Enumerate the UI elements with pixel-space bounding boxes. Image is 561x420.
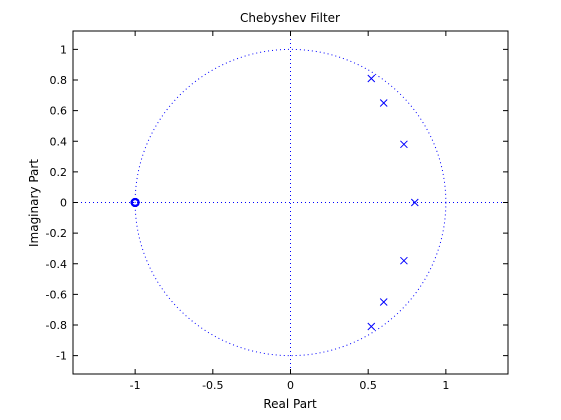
pole-marker	[379, 298, 388, 306]
chart-title: Chebyshev Filter	[240, 11, 340, 25]
zero-marker	[130, 198, 140, 207]
y-tick-label: -1	[56, 350, 67, 363]
y-tick-label: -0.8	[46, 319, 67, 332]
y-tick-label: -0.2	[46, 227, 67, 240]
pole-marker	[400, 256, 408, 265]
y-tick-label: -0.6	[46, 288, 67, 301]
y-tick-label: 0.2	[50, 166, 68, 179]
y-tick-label: 1	[60, 43, 67, 56]
y-tick-label: 0	[60, 197, 67, 210]
pole-marker	[410, 198, 419, 207]
pole-marker	[379, 99, 388, 107]
x-tick-label: -1	[130, 379, 141, 392]
y-tick-label: 0.8	[50, 74, 68, 87]
pole-marker	[400, 140, 408, 149]
y-tick-label: 0.4	[50, 135, 68, 148]
y-axis-label: Imaginary Part	[27, 159, 41, 247]
x-tick-label: -0.5	[202, 379, 223, 392]
x-tick-label: 0	[287, 379, 294, 392]
y-tick-label: 0.6	[50, 105, 68, 118]
x-tick-label: 1	[442, 379, 449, 392]
x-axis-label: Real Part	[263, 397, 317, 411]
pole-marker	[367, 74, 376, 83]
y-tick-label: -0.4	[46, 258, 67, 271]
pole-marker	[367, 322, 376, 331]
x-tick-label: 0.5	[359, 379, 377, 392]
plot-area: -1 -0.5 0 0.5 1 -1 -0.8 -0.6 -0.4 -0.2 0 0.2 0.4 0.6 0…	[46, 30, 509, 392]
